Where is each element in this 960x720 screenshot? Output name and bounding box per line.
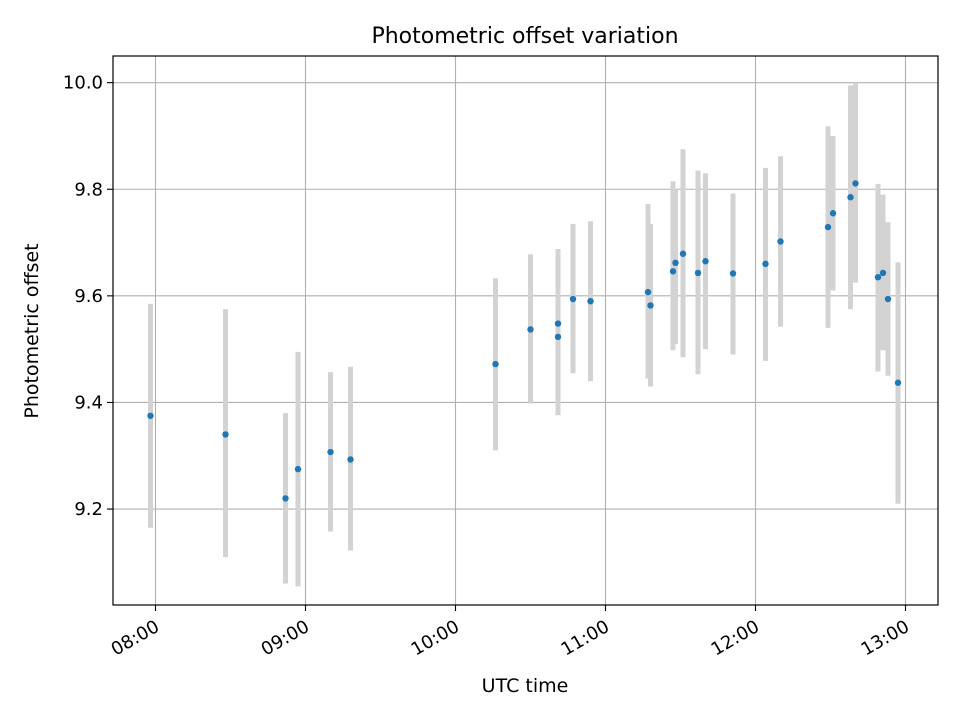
data-point bbox=[554, 320, 562, 327]
data-point bbox=[777, 238, 784, 245]
data-point bbox=[829, 210, 837, 217]
data-point bbox=[222, 431, 229, 438]
data-point bbox=[327, 448, 334, 456]
data-point bbox=[874, 273, 882, 281]
data-points bbox=[147, 180, 902, 502]
data-point bbox=[527, 326, 534, 333]
data-point bbox=[852, 180, 859, 187]
data-point bbox=[702, 258, 709, 265]
data-point bbox=[894, 379, 902, 386]
y-axis-label: Photometric offset bbox=[21, 243, 43, 418]
data-point bbox=[824, 223, 832, 231]
data-point bbox=[879, 269, 887, 277]
data-point bbox=[762, 260, 769, 268]
chart-title: Photometric offset variation bbox=[371, 24, 678, 49]
data-point bbox=[294, 465, 302, 473]
data-point bbox=[554, 333, 562, 341]
data-point bbox=[647, 302, 654, 309]
data-point bbox=[729, 270, 737, 277]
data-point bbox=[282, 495, 289, 502]
y-axis-ticks: 9.2 9.4 9.6 9.8 10.0 bbox=[63, 73, 113, 520]
x-axis-label: UTC time bbox=[482, 675, 569, 697]
plot-area bbox=[113, 56, 938, 605]
grid bbox=[113, 56, 938, 605]
data-point bbox=[679, 250, 687, 257]
data-point bbox=[884, 295, 892, 303]
y-tick-label: 9.8 bbox=[74, 179, 103, 200]
data-point bbox=[694, 269, 702, 277]
data-point bbox=[669, 268, 677, 275]
plot-frame bbox=[112, 55, 939, 606]
data-point bbox=[587, 297, 594, 305]
data-point bbox=[569, 295, 577, 303]
y-tick-label: 10.0 bbox=[63, 73, 103, 94]
y-tick-label: 9.2 bbox=[74, 499, 103, 520]
data-point bbox=[847, 194, 854, 201]
data-point bbox=[644, 288, 652, 296]
data-point bbox=[347, 456, 354, 463]
y-tick-label: 9.4 bbox=[74, 392, 103, 413]
data-point bbox=[672, 259, 679, 267]
data-point bbox=[492, 360, 499, 368]
y-tick-label: 9.6 bbox=[74, 286, 103, 307]
data-point bbox=[147, 412, 154, 419]
